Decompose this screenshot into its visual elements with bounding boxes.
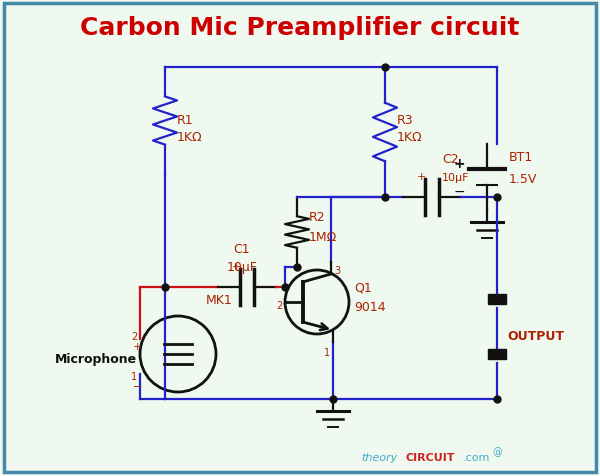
Text: .com: .com: [463, 452, 490, 462]
Bar: [488, 349, 506, 359]
Text: theory: theory: [362, 452, 398, 462]
Text: Carbon Mic Preamplifier circuit: Carbon Mic Preamplifier circuit: [80, 16, 520, 40]
Text: Microphone: Microphone: [55, 353, 137, 366]
Text: +: +: [232, 261, 241, 271]
Text: R1: R1: [177, 113, 194, 126]
Text: MK1: MK1: [206, 293, 233, 307]
Text: −: −: [133, 381, 142, 391]
Text: R2: R2: [309, 211, 326, 224]
Text: +: +: [416, 172, 425, 182]
Text: 10μF: 10μF: [227, 261, 257, 274]
Text: 1MΩ: 1MΩ: [309, 231, 337, 244]
Text: 1: 1: [131, 371, 137, 381]
Text: 1.5V: 1.5V: [509, 173, 538, 186]
Text: 3: 3: [334, 266, 340, 276]
Text: +: +: [454, 157, 465, 170]
Text: 1KΩ: 1KΩ: [397, 131, 422, 144]
Text: 1: 1: [324, 347, 330, 357]
Text: 2: 2: [131, 331, 137, 341]
Text: −: −: [454, 185, 465, 198]
Text: 10μF: 10μF: [442, 173, 470, 183]
Text: CIRCUIT: CIRCUIT: [406, 452, 455, 462]
Text: R3: R3: [397, 113, 413, 126]
Text: @: @: [492, 446, 502, 456]
Text: C2: C2: [442, 153, 458, 166]
Text: +: +: [133, 341, 142, 351]
Text: 1KΩ: 1KΩ: [177, 131, 203, 144]
Text: Q1: Q1: [354, 281, 372, 294]
Text: 9014: 9014: [354, 301, 386, 314]
Text: BT1: BT1: [509, 151, 533, 164]
Bar: [488, 294, 506, 304]
Text: OUTPUT: OUTPUT: [507, 330, 564, 343]
Text: C1: C1: [233, 243, 250, 256]
Text: 2: 2: [276, 300, 282, 310]
